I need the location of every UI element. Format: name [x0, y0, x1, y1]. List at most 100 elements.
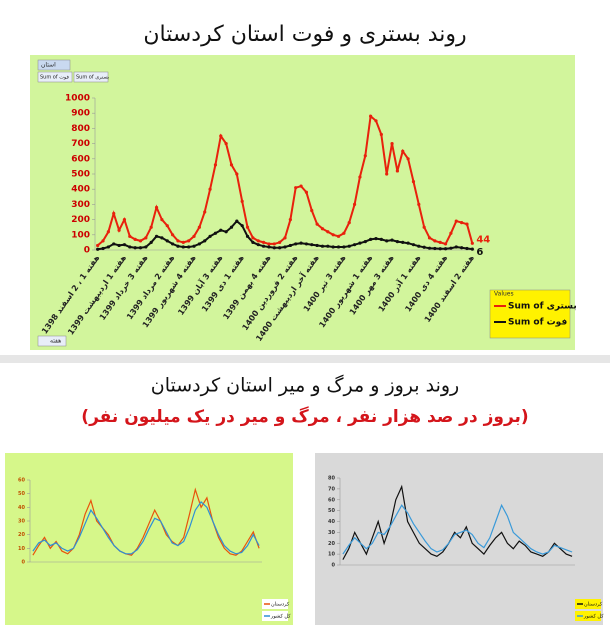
point — [245, 234, 250, 238]
y-tick-label: 700 — [71, 139, 90, 149]
point — [406, 157, 410, 161]
point — [347, 244, 351, 248]
axis-button[interactable] — [37, 335, 67, 347]
point — [235, 172, 239, 176]
point — [133, 246, 137, 250]
point — [465, 246, 469, 251]
y-tick-label: 60 — [18, 478, 25, 484]
point — [438, 247, 442, 251]
point — [427, 246, 432, 250]
y-tick-label: 600 — [71, 154, 90, 164]
point — [288, 218, 292, 222]
y-tick-label: 70 — [328, 486, 335, 492]
point — [245, 225, 250, 229]
chart-title: روند بستری و فوت استان کردستان — [143, 22, 466, 47]
point — [443, 247, 448, 251]
point — [192, 234, 196, 238]
field-button-label[interactable]: Sum of فوت — [40, 75, 70, 81]
point — [272, 242, 276, 246]
y-tick-label: 50 — [18, 491, 25, 497]
y-tick-label: 30 — [328, 530, 335, 536]
point — [363, 240, 367, 244]
point — [197, 242, 201, 246]
data-label: 44 — [476, 234, 490, 245]
point — [240, 199, 244, 203]
point — [96, 247, 100, 251]
point — [331, 233, 335, 237]
point — [352, 243, 357, 247]
point — [117, 228, 121, 232]
point — [149, 225, 153, 229]
point — [395, 240, 399, 244]
point — [369, 237, 373, 241]
point — [385, 172, 389, 176]
y-tick-label: 0 — [84, 246, 90, 256]
point — [294, 242, 298, 246]
point — [229, 225, 234, 229]
point — [374, 237, 378, 241]
point — [278, 240, 282, 244]
point — [358, 175, 362, 179]
point — [379, 237, 383, 241]
point — [267, 245, 271, 249]
point — [342, 231, 346, 235]
point — [176, 239, 180, 243]
point — [299, 184, 303, 188]
y-tick-label: 60 — [328, 497, 335, 503]
point — [449, 231, 453, 235]
point — [235, 219, 239, 223]
point — [154, 234, 159, 238]
point — [144, 245, 148, 249]
filter-button-label[interactable]: استان — [41, 62, 56, 69]
point — [208, 187, 212, 191]
point — [401, 149, 405, 153]
point — [304, 190, 309, 194]
point — [336, 245, 341, 249]
point — [256, 239, 260, 243]
point — [310, 243, 314, 247]
point — [336, 234, 341, 238]
point — [171, 233, 175, 237]
axis-button-label[interactable]: هفته — [50, 338, 61, 345]
point — [160, 218, 164, 222]
data-label: 6 — [476, 247, 483, 258]
point — [149, 240, 153, 244]
y-tick-label: 200 — [71, 215, 90, 225]
y-tick-label: 0 — [22, 560, 26, 566]
point — [352, 202, 357, 206]
legend-label: کردستان — [271, 602, 290, 608]
y-tick-label: 30 — [18, 519, 25, 525]
y-tick-label: 50 — [328, 508, 335, 514]
filter-button[interactable] — [37, 59, 71, 71]
point — [261, 244, 266, 248]
point — [165, 239, 169, 243]
point — [358, 241, 362, 245]
legend-bg — [575, 611, 601, 621]
series-line — [32, 487, 260, 556]
point — [138, 239, 143, 243]
y-tick-label: 900 — [71, 109, 90, 119]
point — [187, 239, 191, 243]
section-subtitle: (بروز در صد هزار نفر ، مرگ و میر در یک م… — [81, 407, 528, 427]
point — [460, 221, 464, 225]
field-button[interactable] — [73, 71, 109, 83]
y-tick-label: 1000 — [65, 94, 90, 104]
point — [219, 228, 223, 232]
point — [299, 241, 303, 245]
point — [417, 244, 421, 248]
point — [224, 230, 228, 234]
point — [385, 239, 389, 243]
point — [197, 225, 201, 229]
field-button-label[interactable]: Sum of بستری — [76, 75, 109, 81]
section-title: روند بروز و مرگ و میر استان کردستان — [151, 375, 459, 397]
point — [154, 205, 159, 210]
point — [315, 222, 319, 226]
point — [138, 246, 143, 250]
point — [219, 134, 223, 138]
point — [192, 244, 196, 248]
y-tick-label: 80 — [328, 476, 335, 482]
field-button[interactable] — [37, 71, 73, 83]
y-tick-label: 10 — [328, 552, 335, 558]
point — [240, 224, 244, 228]
point — [278, 246, 282, 250]
